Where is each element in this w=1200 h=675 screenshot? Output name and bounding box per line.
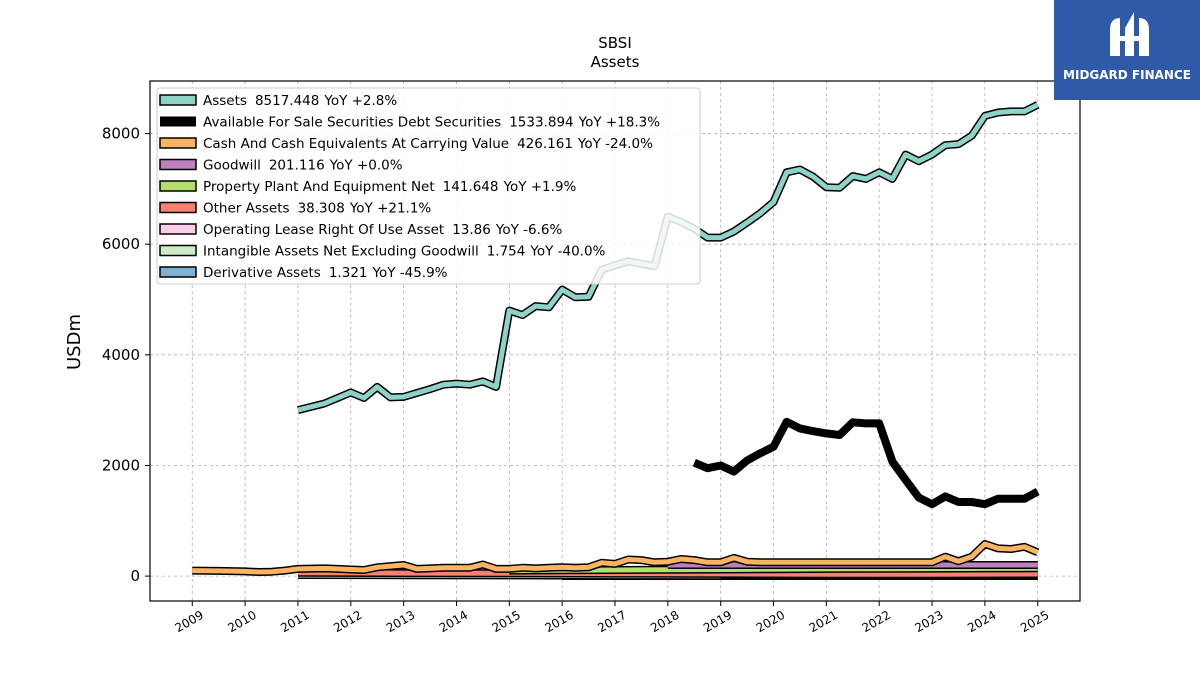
legend-label-cash-and-cash-equivalents-at-carrying-value: Cash And Cash Equivalents At Carrying Va…: [203, 136, 653, 152]
legend-series-name: Goodwill: [203, 158, 261, 174]
x-tick-label: 2009: [173, 608, 206, 635]
legend-swatch-cash-and-cash-equivalents-at-carrying-value: [159, 137, 197, 149]
legend-series-yoy: YoY -40.0%: [529, 244, 605, 260]
legend-box: [156, 87, 701, 285]
legend-label-assets: Assets 8517.448 YoY +2.8%: [203, 93, 397, 109]
legend-series-name: Operating Lease Right Of Use Asset: [203, 222, 444, 238]
legend-series-yoy: YoY +2.8%: [323, 93, 397, 109]
legend-series-latest: 1.321: [329, 265, 368, 281]
x-tick-label: 2020: [754, 608, 787, 635]
x-tick-label: 2015: [490, 608, 523, 635]
x-tick-label: 2018: [648, 608, 681, 635]
y-tick-label: 0: [130, 567, 140, 585]
y-tick-label: 6000: [102, 235, 140, 253]
legend-series-name: Assets: [203, 93, 247, 109]
x-tick-label: 2011: [278, 608, 311, 635]
x-tick-label: 2025: [1018, 608, 1051, 635]
x-tick-label: 2017: [595, 608, 628, 635]
legend-series-name: Other Assets: [203, 201, 290, 217]
legend-label-available-for-sale-securities-debt-securities: Available For Sale Securities Debt Secur…: [203, 115, 660, 131]
x-tick-label: 2010: [225, 608, 258, 635]
legend-series-yoy: YoY -24.0%: [577, 136, 653, 152]
x-tick-label: 2023: [912, 608, 945, 635]
legend-series-name: Available For Sale Securities Debt Secur…: [203, 115, 501, 131]
legend-swatch-goodwill: [159, 158, 197, 171]
legend-label-derivative-assets: Derivative Assets 1.321 YoY -45.9%: [203, 265, 448, 281]
x-tick-label: 2024: [965, 608, 998, 635]
series-line-other-assets: [297, 570, 1038, 577]
legend-series-yoy: YoY +1.9%: [502, 179, 576, 195]
chart-title: SBSI: [598, 34, 632, 52]
y-tick-label: 2000: [102, 456, 140, 474]
brand-mark-icon: [1110, 12, 1149, 56]
legend: Assets 8517.448 YoY +2.8% Available For Sal…: [156, 87, 701, 285]
legend-series-yoy: YoY +21.1%: [349, 201, 432, 217]
legend-label-other-assets: Other Assets 38.308 YoY +21.1%: [203, 201, 431, 217]
legend-series-latest: 8517.448: [255, 93, 319, 109]
brand-logo: MIDGARD FINANCE: [1054, 0, 1200, 100]
legend-series-latest: 1533.894: [509, 115, 573, 131]
legend-series-latest: 426.161: [517, 136, 573, 152]
legend-swatch-other-assets: [159, 201, 197, 214]
legend-label-property-plant-and-equipment-net: Property Plant And Equipment Net 141.648 Y…: [203, 179, 577, 195]
legend-series-latest: 1.754: [487, 244, 526, 260]
legend-swatch-assets: [159, 94, 197, 106]
legend-swatch-derivative-assets: [159, 266, 197, 278]
legend-label-intangible-assets-net-excluding-goodwill: Intangible Assets Net Excluding Goodwill…: [203, 244, 606, 260]
series-line-assets: [297, 102, 1039, 413]
legend-series-name: Cash And Cash Equivalents At Carrying Va…: [203, 136, 509, 152]
x-tick-label: 2016: [542, 608, 575, 635]
legend-series-latest: 38.308: [298, 201, 345, 217]
legend-series-name: Intangible Assets Net Excluding Goodwill: [203, 244, 479, 260]
legend-swatch-property-plant-and-equipment-net: [159, 180, 197, 192]
legend-swatch-intangible-assets-net-excluding-goodwill: [159, 244, 197, 257]
x-tick-label: 2019: [701, 608, 734, 635]
x-tick-label: 2022: [859, 608, 892, 635]
y-tick-label: 8000: [102, 125, 140, 143]
x-tick-label: 2013: [384, 608, 417, 635]
legend-swatch-operating-lease-right-of-use-asset: [159, 223, 197, 235]
x-tick-label: 2014: [437, 608, 470, 635]
legend-series-yoy: YoY +0.0%: [329, 158, 403, 174]
legend-swatch-available-for-sale-securities-debt-securities: [160, 116, 196, 127]
chart-subtitle: Assets: [591, 53, 640, 71]
y-axis-label: USDm: [64, 314, 85, 370]
y-tick-label: 4000: [102, 346, 140, 364]
legend-series-name: Derivative Assets: [203, 265, 321, 281]
legend-series-latest: 201.116: [269, 158, 325, 174]
x-tick-label: 2021: [807, 608, 840, 635]
legend-series-name: Property Plant And Equipment Net: [203, 179, 435, 195]
series-line-cash-and-cash-equivalents-at-carrying-value: [192, 541, 1039, 575]
legend-label-goodwill: Goodwill 201.116 YoY +0.0%: [203, 158, 403, 174]
legend-series-latest: 141.648: [443, 179, 499, 195]
legend-series-yoy: YoY +18.3%: [578, 115, 661, 131]
legend-series-latest: 13.86: [452, 222, 491, 238]
series-marks: [192, 101, 1040, 580]
legend-series-yoy: YoY -45.9%: [372, 265, 448, 281]
legend-series-yoy: YoY -6.6%: [495, 222, 563, 238]
x-tick-label: 2012: [331, 608, 364, 635]
brand-name: MIDGARD FINANCE: [1063, 68, 1191, 82]
series-line-available-for-sale-securities-debt-securities: [692, 417, 1040, 509]
legend-label-operating-lease-right-of-use-asset: Operating Lease Right Of Use Asset 13.86 Y…: [203, 222, 562, 238]
